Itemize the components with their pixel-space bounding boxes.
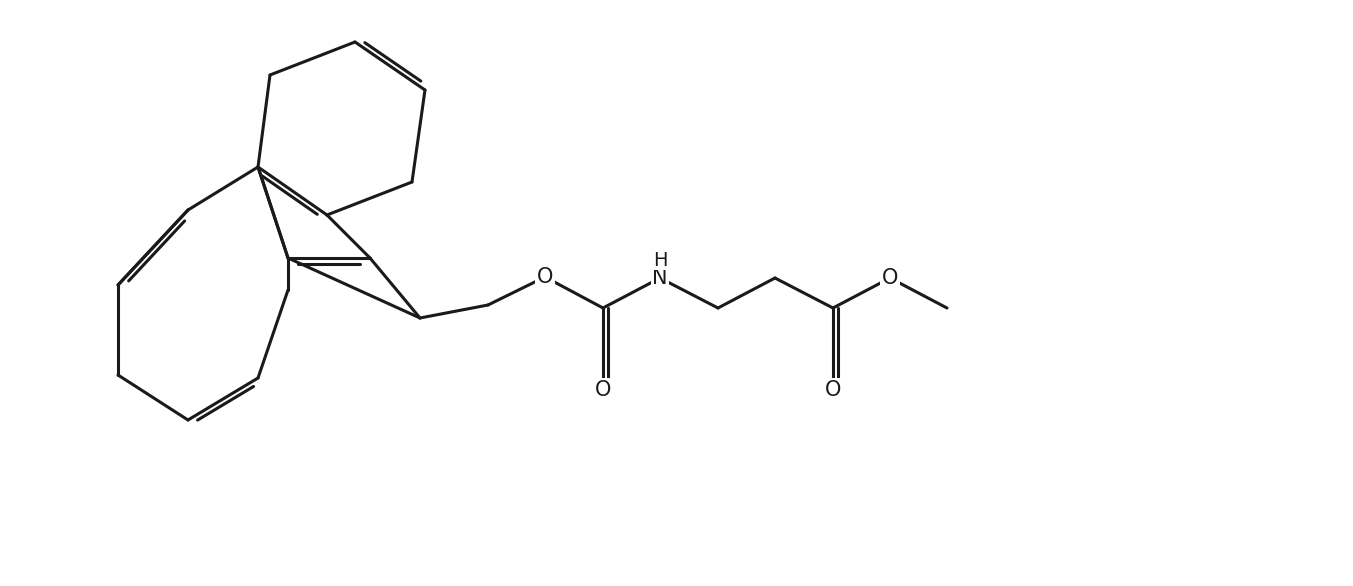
Text: O: O — [882, 268, 898, 288]
Text: H: H — [652, 250, 667, 270]
Text: O: O — [825, 380, 842, 400]
Text: N: N — [652, 268, 668, 288]
Text: O: O — [595, 380, 612, 400]
Text: O: O — [537, 267, 553, 287]
